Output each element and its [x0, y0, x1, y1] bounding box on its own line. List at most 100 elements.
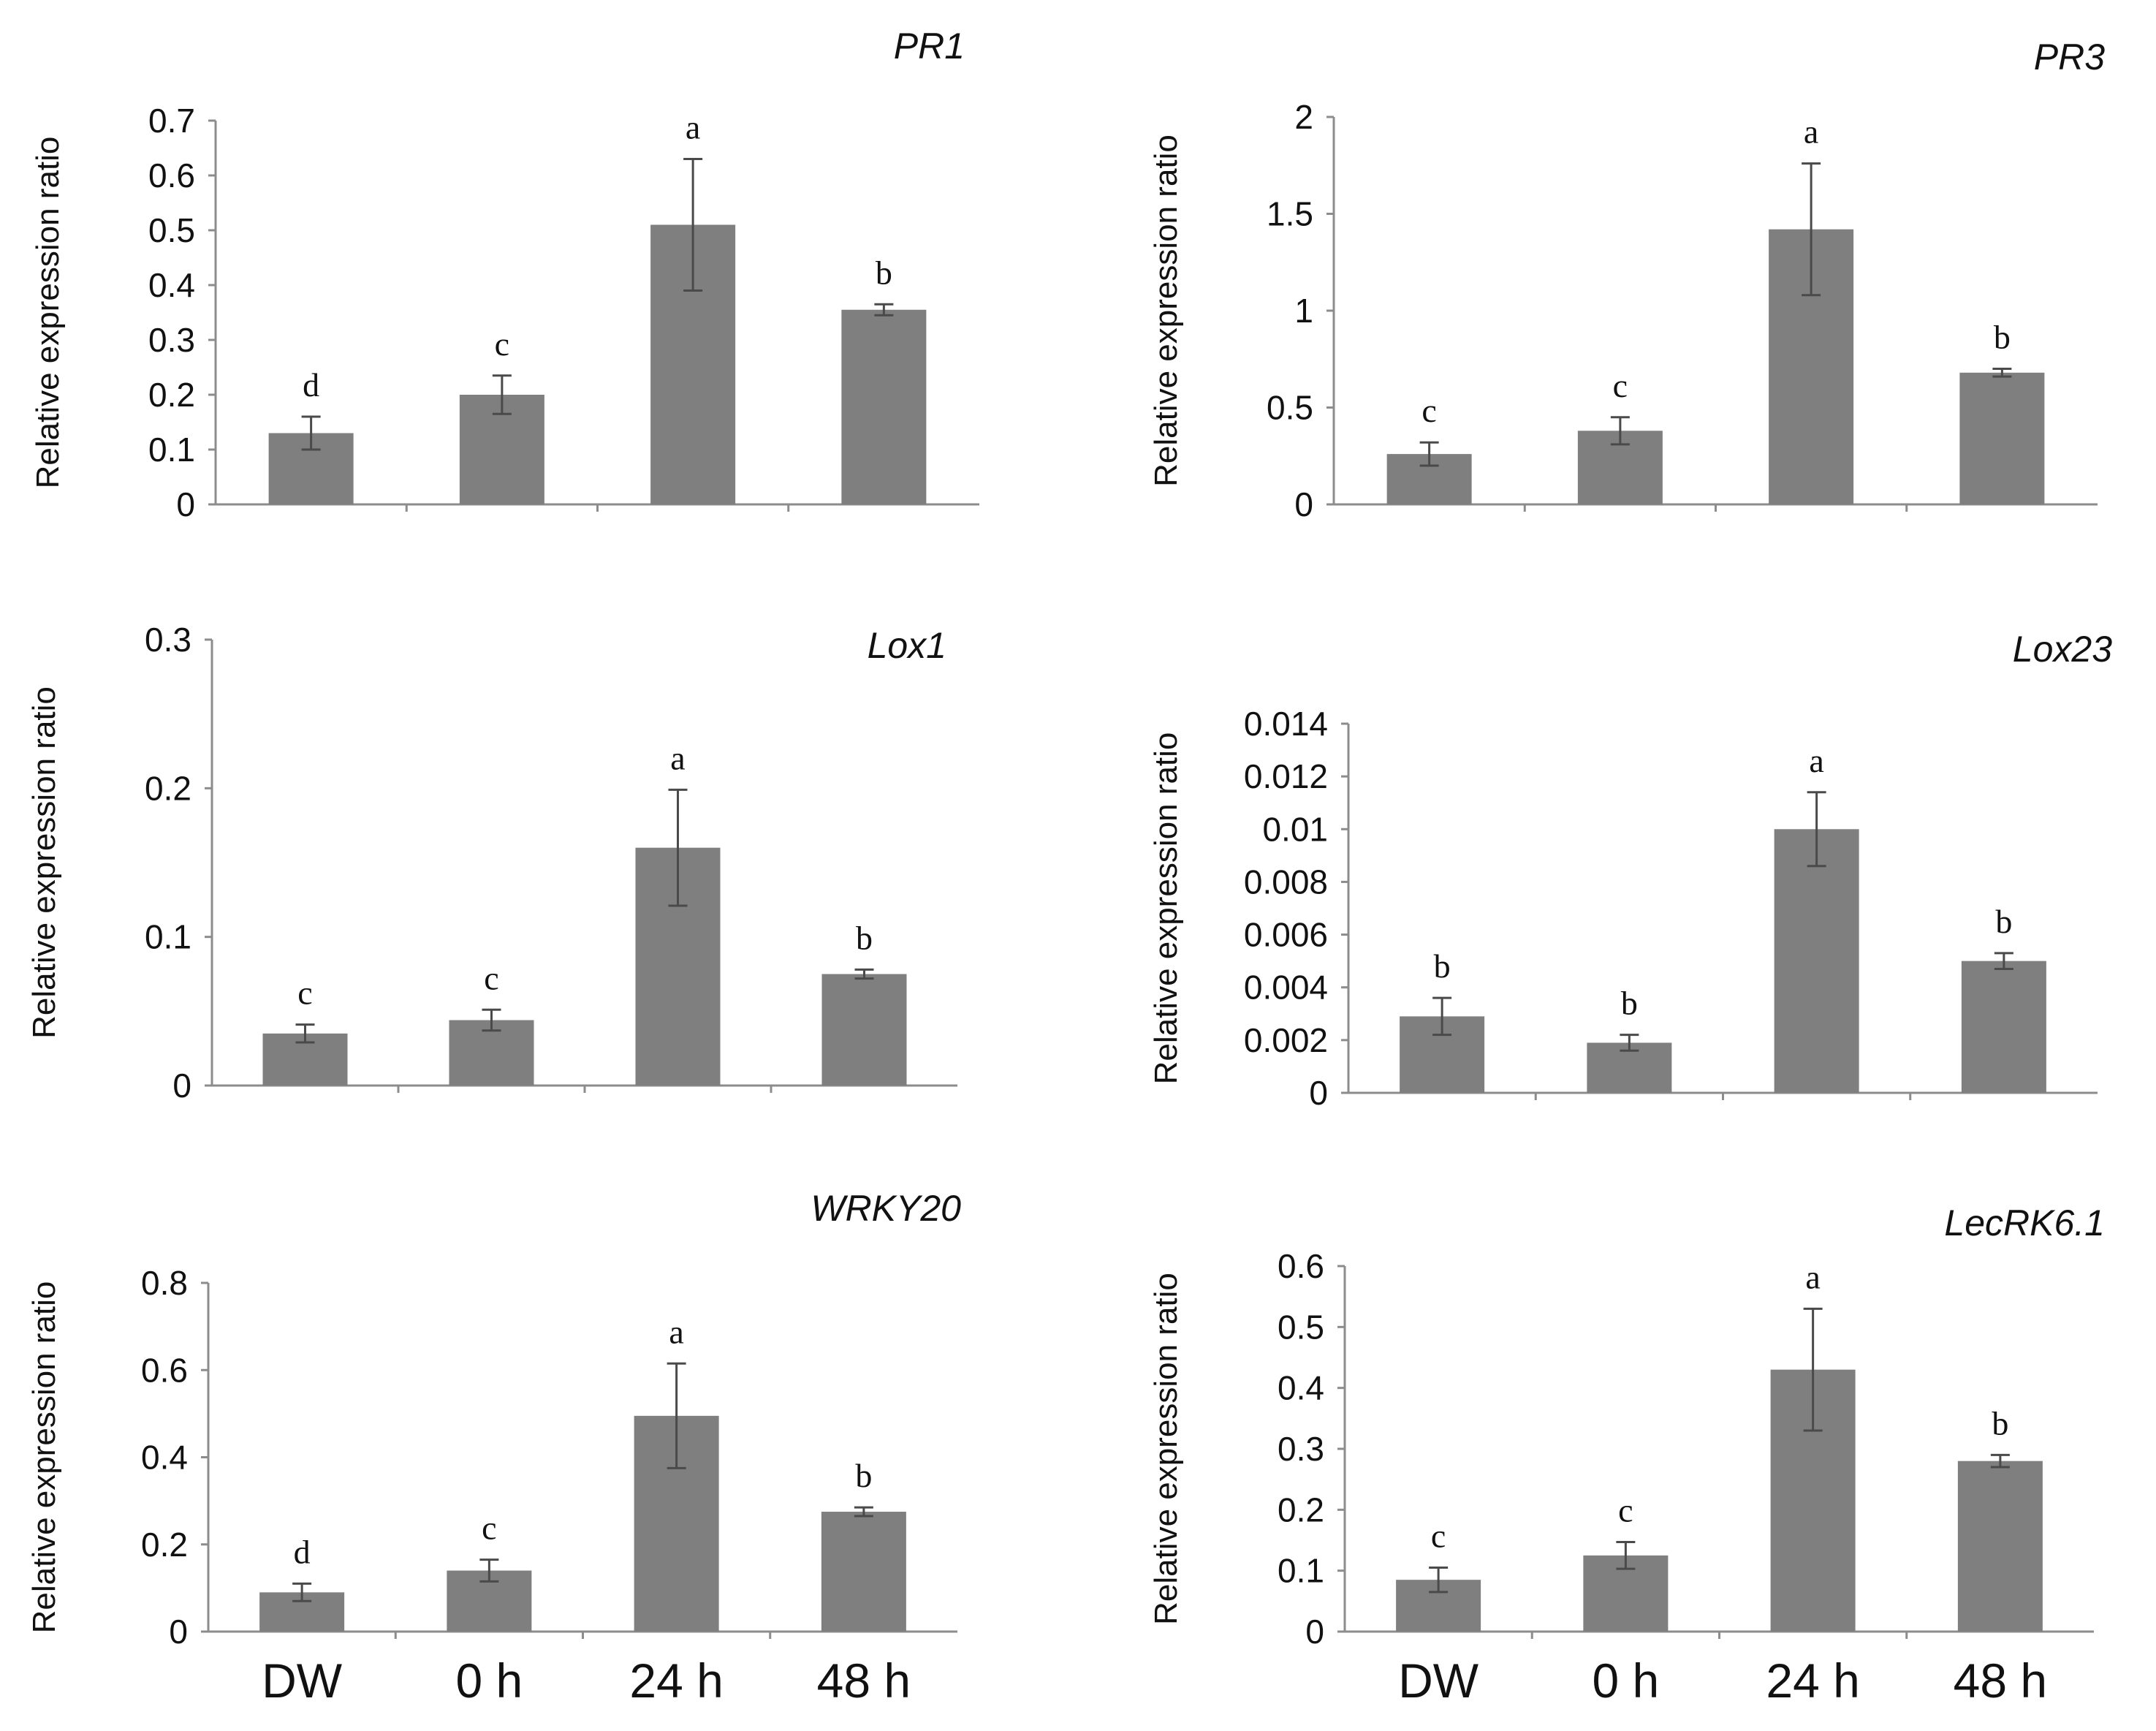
x-category-label: DW	[262, 1654, 343, 1708]
significance-letter: a	[1804, 113, 1818, 151]
significance-letter: a	[686, 109, 700, 146]
chart-title: Lox23	[2013, 629, 2112, 670]
error-bar	[683, 158, 703, 292]
y-tick-label: 2	[1294, 98, 1313, 136]
y-tick-label: 0.002	[1244, 1021, 1328, 1059]
x-category-label: 48 h	[1954, 1654, 2047, 1708]
y-tick-label: 0	[169, 1613, 188, 1651]
significance-letter: b	[1994, 319, 2011, 356]
error-bar	[854, 968, 874, 980]
error-bar	[1429, 1567, 1449, 1594]
error-bar	[482, 1008, 501, 1032]
chart-panel-wrky20: WRKY20 Relative expression ratio 0 0.2 0.4 0.…	[26, 1188, 961, 1708]
bar-48h	[1961, 961, 2046, 1093]
y-tick-label: 0.1	[145, 918, 191, 956]
error-bar	[1610, 416, 1630, 446]
chart-title: WRKY20	[811, 1188, 961, 1229]
y-tick-label: 0.2	[141, 1526, 188, 1564]
bar-48h	[1957, 1461, 2043, 1632]
x-category-label: DW	[1398, 1654, 1479, 1708]
significance-letter: d	[303, 366, 319, 404]
significance-letter: b	[856, 919, 873, 956]
y-tick-label: 0	[1305, 1613, 1324, 1651]
y-tick-label: 0.4	[148, 266, 195, 304]
y-tick-label: 0.8	[141, 1264, 188, 1302]
y-tick-label: 0.3	[145, 621, 191, 659]
y-axis-title: Relative expression ratio	[26, 1281, 62, 1634]
chart-panel-pr3: PR3 Relative expression ratio 0 0.5 1 1.5 2 c c a…	[1148, 37, 2105, 523]
x-category-label: 24 h	[1766, 1654, 1859, 1708]
x-category-label: 24 h	[629, 1654, 723, 1708]
chart-title: PR1	[894, 26, 965, 67]
bar-48h	[841, 309, 927, 504]
chart-title: LecRK6.1	[1944, 1202, 2105, 1243]
significance-letter: d	[294, 1533, 311, 1570]
error-bar	[1419, 441, 1439, 467]
chart-panel-lox1: Lox1 Relative expression ratio 0 0.1 0.2 0.3 c…	[26, 621, 957, 1105]
chart-title: PR3	[2034, 37, 2105, 77]
error-bar	[1802, 162, 1821, 297]
chart-panel-lecrk6-1: LecRK6.1 Relative expression ratio 0 0.1 0.2…	[1148, 1202, 2105, 1708]
y-axis-title: Relative expression ratio	[30, 137, 66, 489]
error-bar	[292, 1582, 312, 1602]
y-tick-label: 0.4	[141, 1439, 188, 1477]
bar-24h	[1774, 829, 1859, 1093]
y-tick-label: 0.014	[1244, 705, 1328, 743]
error-bar	[1807, 791, 1826, 868]
significance-letter: a	[669, 1313, 683, 1350]
error-bar	[1616, 1541, 1636, 1570]
y-tick-label: 0.6	[148, 156, 195, 194]
x-category-label: 0 h	[1593, 1654, 1660, 1708]
error-bar	[479, 1558, 499, 1583]
y-tick-label: 0.5	[1267, 389, 1313, 427]
error-bar	[667, 1362, 686, 1469]
y-tick-label: 0.3	[148, 321, 195, 359]
error-bar	[1432, 996, 1452, 1037]
bar-48h	[821, 1512, 906, 1632]
significance-letter: c	[495, 325, 509, 363]
significance-letter: c	[1613, 367, 1628, 404]
y-tick-label: 0	[1294, 485, 1313, 523]
y-tick-label: 0.5	[148, 211, 195, 249]
y-tick-label: 1.5	[1267, 195, 1313, 233]
error-bar	[1992, 368, 2012, 378]
y-tick-label: 0.5	[1278, 1308, 1324, 1346]
y-axis-title: Relative expression ratio	[1148, 135, 1184, 487]
y-tick-label: 0.1	[148, 431, 195, 469]
y-axis-title: Relative expression ratio	[26, 686, 62, 1039]
bar-48h	[821, 974, 907, 1086]
significance-letter: c	[1421, 392, 1436, 429]
significance-letter: b	[1992, 1404, 2008, 1442]
error-bar	[1620, 1034, 1639, 1052]
y-tick-label: 0.1	[1278, 1552, 1324, 1590]
significance-letter: a	[1805, 1258, 1820, 1295]
y-tick-label: 0.6	[141, 1351, 188, 1389]
chart-title: Lox1	[868, 625, 946, 666]
y-tick-label: 0.6	[1278, 1247, 1324, 1285]
x-category-label: 0 h	[456, 1654, 523, 1708]
y-tick-label: 0.008	[1244, 863, 1328, 901]
error-bar	[854, 1506, 873, 1518]
error-bar	[301, 415, 321, 451]
significance-letter: b	[855, 1457, 872, 1494]
y-tick-label: 0.004	[1244, 969, 1328, 1007]
chart-panel-pr1: PR1 Relative expression ratio 0 0.1 0.2 0.3 0.…	[30, 26, 979, 523]
significance-letter: b	[876, 254, 892, 291]
significance-letter: a	[670, 739, 685, 776]
error-bar	[874, 303, 894, 317]
significance-letter: a	[1809, 742, 1823, 779]
y-axis-title: Relative expression ratio	[1148, 732, 1184, 1085]
significance-letter: c	[1618, 1492, 1633, 1529]
y-tick-label: 0.2	[148, 376, 195, 414]
bar-48h	[1959, 372, 2045, 504]
y-tick-label: 0.01	[1262, 810, 1328, 848]
y-tick-label: 0.012	[1244, 757, 1328, 795]
significance-letter: c	[1431, 1518, 1446, 1555]
significance-letter: c	[484, 959, 498, 996]
error-bar	[295, 1023, 315, 1044]
error-bar	[668, 788, 688, 907]
y-tick-label: 0	[1309, 1074, 1328, 1112]
y-tick-label: 0.006	[1244, 916, 1328, 954]
y-tick-label: 0.7	[148, 102, 195, 140]
